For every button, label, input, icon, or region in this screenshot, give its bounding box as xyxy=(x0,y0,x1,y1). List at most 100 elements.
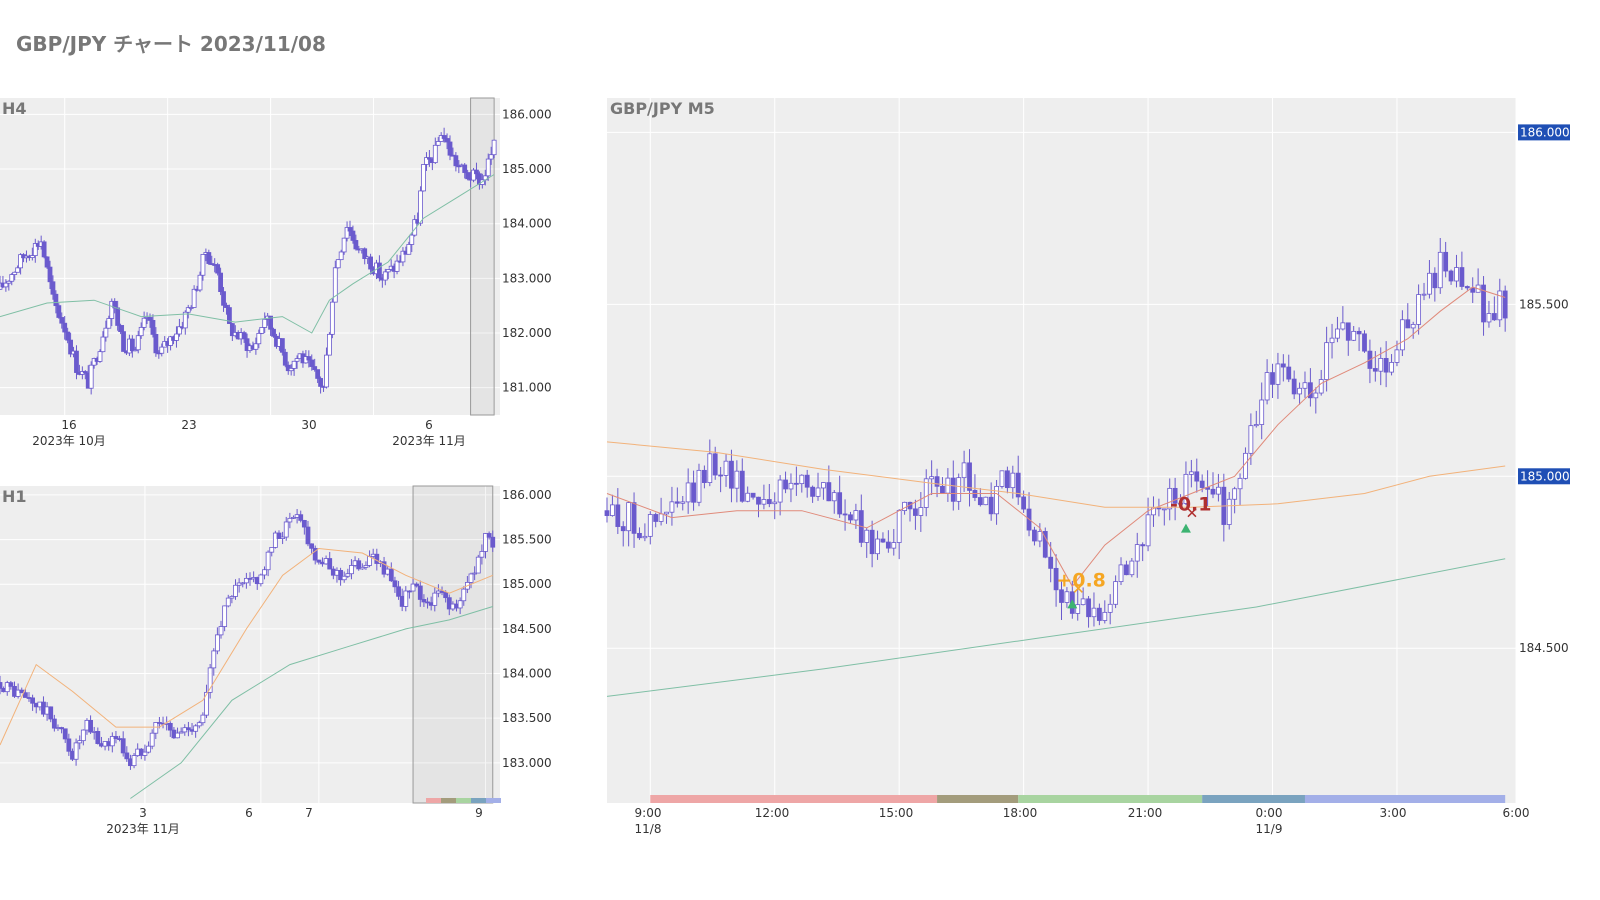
moving-average-line xyxy=(0,547,493,746)
candle xyxy=(186,727,191,731)
candle xyxy=(259,327,265,334)
candle xyxy=(272,532,278,548)
plot-area xyxy=(0,486,500,803)
candle xyxy=(1183,473,1189,504)
recent-range-box xyxy=(470,97,495,416)
candle xyxy=(490,536,496,548)
x-tick-label: 0:00 xyxy=(1256,806,1283,820)
chart-title: H1 xyxy=(2,487,27,506)
moving-average-line xyxy=(0,174,495,334)
candle xyxy=(772,501,778,505)
candle xyxy=(488,154,494,160)
candle xyxy=(88,364,94,389)
h4-chart: 186.000 185.000 184.000 183.000 182.000 181.0… xyxy=(0,97,552,448)
candle xyxy=(956,477,962,502)
candle xyxy=(29,255,35,258)
y-tick-label: 181.000 xyxy=(502,381,552,395)
candle xyxy=(48,706,54,720)
candle xyxy=(362,248,368,259)
candle xyxy=(309,359,315,367)
exit-marker xyxy=(1073,583,1083,593)
candle xyxy=(1032,529,1037,542)
candle xyxy=(961,462,967,479)
candle xyxy=(385,269,391,273)
candle xyxy=(142,751,148,756)
candle xyxy=(1464,286,1470,289)
candle xyxy=(118,325,123,333)
candle xyxy=(1335,328,1340,339)
candle xyxy=(1161,508,1167,511)
candle xyxy=(734,470,740,489)
candle xyxy=(147,317,153,321)
candle xyxy=(262,569,267,576)
candle xyxy=(113,736,119,739)
entry-marker xyxy=(1180,523,1191,533)
candle xyxy=(1226,498,1232,525)
candle xyxy=(1232,488,1238,500)
candle xyxy=(406,244,412,255)
candle xyxy=(479,551,485,558)
candle xyxy=(1080,598,1086,606)
candle xyxy=(1399,319,1405,351)
candle xyxy=(382,271,388,281)
candle xyxy=(206,252,212,264)
candle xyxy=(815,487,821,497)
y-tick-label: 184.000 xyxy=(502,217,552,231)
candle xyxy=(1324,342,1330,380)
candle xyxy=(745,492,751,502)
moving-average-line xyxy=(130,606,493,799)
candle xyxy=(432,144,438,163)
candle xyxy=(211,650,217,669)
x-tick-label: 12:00 xyxy=(755,806,790,820)
candle xyxy=(327,558,333,570)
candle xyxy=(435,141,441,146)
candle xyxy=(1059,589,1064,603)
candle xyxy=(327,333,332,356)
candle xyxy=(191,288,197,308)
candle xyxy=(664,511,669,515)
candle xyxy=(309,543,314,549)
candle xyxy=(338,251,344,261)
candle xyxy=(262,318,268,328)
candle xyxy=(1253,424,1259,427)
candle xyxy=(804,474,810,488)
candle xyxy=(1502,290,1508,319)
candle xyxy=(381,561,387,575)
candle xyxy=(124,752,130,760)
candle xyxy=(1129,560,1135,576)
candle xyxy=(446,597,452,610)
candle xyxy=(1167,487,1173,510)
candle xyxy=(294,358,300,362)
candle xyxy=(1421,293,1427,296)
x-sub-label: 2023年 11月 xyxy=(106,822,180,836)
candle xyxy=(950,477,956,502)
candle xyxy=(994,486,999,515)
candle xyxy=(1340,322,1346,330)
candle xyxy=(106,318,112,329)
candle xyxy=(424,157,429,165)
candle xyxy=(9,274,15,282)
candle xyxy=(913,508,918,516)
candle xyxy=(1037,531,1043,542)
candle xyxy=(271,328,276,337)
candle xyxy=(222,605,228,627)
candle xyxy=(8,682,14,687)
candle xyxy=(283,521,289,538)
candle xyxy=(344,227,350,239)
x-tick-label: 9:00 xyxy=(635,806,662,820)
candle xyxy=(168,336,173,346)
candle xyxy=(244,338,250,351)
candle xyxy=(15,689,21,697)
price-tag-label: 186.000 xyxy=(1520,125,1570,139)
chart-title: GBP/JPY M5 xyxy=(610,99,715,118)
session-segment xyxy=(426,798,441,803)
candle xyxy=(647,514,653,537)
candle xyxy=(403,590,409,607)
candle xyxy=(1102,611,1108,621)
candle xyxy=(826,482,832,502)
candle xyxy=(59,317,65,324)
candle xyxy=(1086,598,1091,618)
candle xyxy=(103,327,109,338)
candle xyxy=(1286,366,1292,380)
y-tick-label: 186.000 xyxy=(502,488,552,502)
